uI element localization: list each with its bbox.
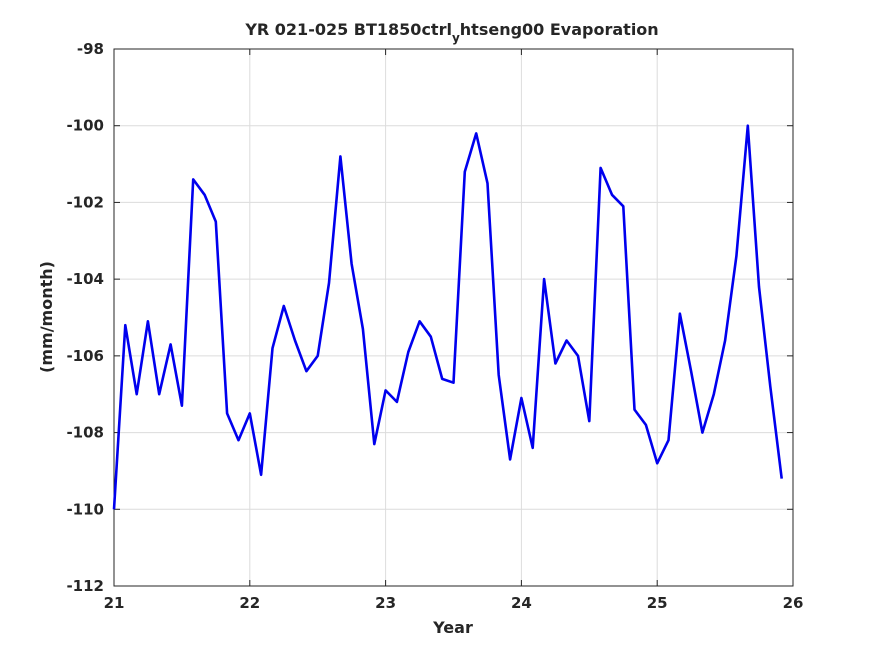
y-tick-label: -98 xyxy=(77,40,104,58)
x-tick-label: 23 xyxy=(375,594,396,612)
tick-layer: 21 22 23 24 25 26 -112 -110 -108 -106 -104 -102 -100… xyxy=(66,40,803,612)
x-tick-label: 22 xyxy=(239,594,260,612)
y-tick-label: -100 xyxy=(66,117,104,135)
x-tick-label: 21 xyxy=(104,594,125,612)
y-tick-label: -102 xyxy=(66,193,104,211)
plot-frame xyxy=(113,48,794,587)
y-tick-label: -104 xyxy=(66,270,104,288)
y-tick-label: -106 xyxy=(66,347,104,365)
series-layer xyxy=(112,124,783,510)
evaporation-series-line xyxy=(112,124,783,510)
grid-layer xyxy=(113,48,794,587)
x-tick-label: 26 xyxy=(783,594,804,612)
y-axis-label: (mm/month) xyxy=(37,261,56,373)
y-tick-label: -112 xyxy=(66,577,104,595)
y-tick-label: -108 xyxy=(66,424,104,442)
title-subscript: y xyxy=(452,31,460,45)
y-tick-label: -110 xyxy=(66,500,104,518)
chart-title: YR 021-025 BT1850ctrlyhtseng00 Evaporati… xyxy=(244,20,658,45)
x-axis-label: Year xyxy=(432,618,473,637)
x-tick-label: 25 xyxy=(647,594,668,612)
x-tick-label: 24 xyxy=(511,594,532,612)
